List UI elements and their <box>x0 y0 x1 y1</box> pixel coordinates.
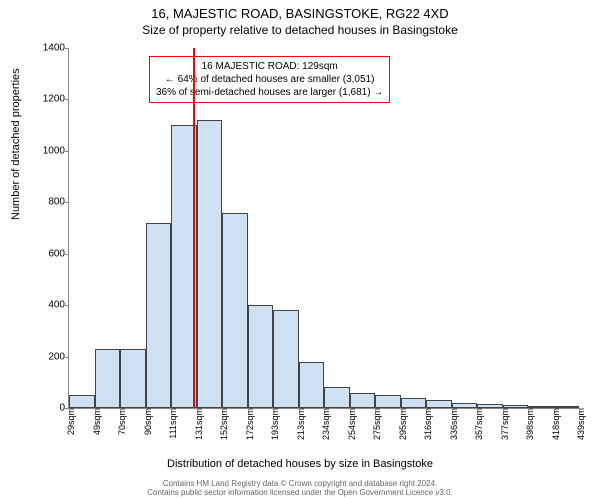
x-tick: 213sqm <box>292 408 306 440</box>
bar <box>324 387 350 408</box>
x-tick-mark <box>528 408 529 412</box>
bar <box>95 349 121 408</box>
x-tick-mark <box>69 408 70 412</box>
x-tick-mark <box>579 408 580 412</box>
x-tick: 316sqm <box>419 408 433 440</box>
bar <box>69 395 95 408</box>
y-tick-mark <box>65 254 69 255</box>
bar <box>248 305 274 408</box>
x-tick-mark <box>171 408 172 412</box>
chart-container: 16, MAJESTIC ROAD, BASINGSTOKE, RG22 4XD… <box>0 0 600 500</box>
footer-line-2: Contains public sector information licen… <box>0 488 600 498</box>
footer-line-1: Contains HM Land Registry data © Crown c… <box>0 479 600 489</box>
bar <box>401 398 427 408</box>
x-tick: 398sqm <box>521 408 535 440</box>
x-tick-mark <box>350 408 351 412</box>
x-tick-mark <box>401 408 402 412</box>
x-tick-mark <box>248 408 249 412</box>
x-tick: 193sqm <box>266 408 280 440</box>
x-tick: 336sqm <box>445 408 459 440</box>
plot-area: 16 MAJESTIC ROAD: 129sqm ← 64% of detach… <box>68 48 579 409</box>
bar <box>273 310 299 408</box>
x-tick-mark <box>273 408 274 412</box>
reference-line <box>193 48 195 408</box>
bar <box>197 120 223 408</box>
x-tick: 295sqm <box>394 408 408 440</box>
x-tick: 439sqm <box>572 408 586 440</box>
x-tick: 152sqm <box>215 408 229 440</box>
info-line-3: 36% of semi-detached houses are larger (… <box>156 86 383 99</box>
x-tick: 418sqm <box>547 408 561 440</box>
x-tick: 49sqm <box>88 408 102 435</box>
chart-title: 16, MAJESTIC ROAD, BASINGSTOKE, RG22 4XD <box>0 0 600 21</box>
x-tick-mark <box>426 408 427 412</box>
y-tick-mark <box>65 357 69 358</box>
y-tick-mark <box>65 151 69 152</box>
y-tick-mark <box>65 305 69 306</box>
x-tick: 131sqm <box>190 408 204 440</box>
footer: Contains HM Land Registry data © Crown c… <box>0 479 600 498</box>
x-tick: 234sqm <box>317 408 331 440</box>
x-tick-mark <box>375 408 376 412</box>
x-tick: 377sqm <box>496 408 510 440</box>
y-tick-mark <box>65 99 69 100</box>
y-tick-mark <box>65 202 69 203</box>
x-tick: 172sqm <box>241 408 255 440</box>
x-tick-mark <box>146 408 147 412</box>
bar <box>350 393 376 408</box>
x-tick-mark <box>452 408 453 412</box>
bar <box>299 362 325 408</box>
y-axis-label: Number of detached properties <box>10 68 22 220</box>
info-line-2: ← 64% of detached houses are smaller (3,… <box>156 73 383 86</box>
x-tick: 90sqm <box>139 408 153 435</box>
x-tick-mark <box>503 408 504 412</box>
x-tick-mark <box>120 408 121 412</box>
x-tick: 70sqm <box>113 408 127 435</box>
info-line-1: 16 MAJESTIC ROAD: 129sqm <box>156 60 383 73</box>
x-tick: 111sqm <box>164 408 178 439</box>
bar <box>375 395 401 408</box>
info-box: 16 MAJESTIC ROAD: 129sqm ← 64% of detach… <box>149 56 390 103</box>
x-tick: 357sqm <box>470 408 484 440</box>
x-tick: 275sqm <box>368 408 382 440</box>
x-tick: 254sqm <box>343 408 357 440</box>
bar <box>426 400 452 408</box>
x-tick-mark <box>222 408 223 412</box>
x-tick-mark <box>554 408 555 412</box>
x-tick-mark <box>324 408 325 412</box>
x-tick-mark <box>197 408 198 412</box>
x-tick-mark <box>477 408 478 412</box>
x-axis-label: Distribution of detached houses by size … <box>0 458 600 470</box>
bar <box>146 223 172 408</box>
bar <box>120 349 146 408</box>
y-tick-mark <box>65 48 69 49</box>
chart-subtitle: Size of property relative to detached ho… <box>0 21 600 37</box>
x-tick: 29sqm <box>62 408 76 435</box>
x-tick-mark <box>299 408 300 412</box>
x-tick-mark <box>95 408 96 412</box>
bar <box>222 213 248 408</box>
